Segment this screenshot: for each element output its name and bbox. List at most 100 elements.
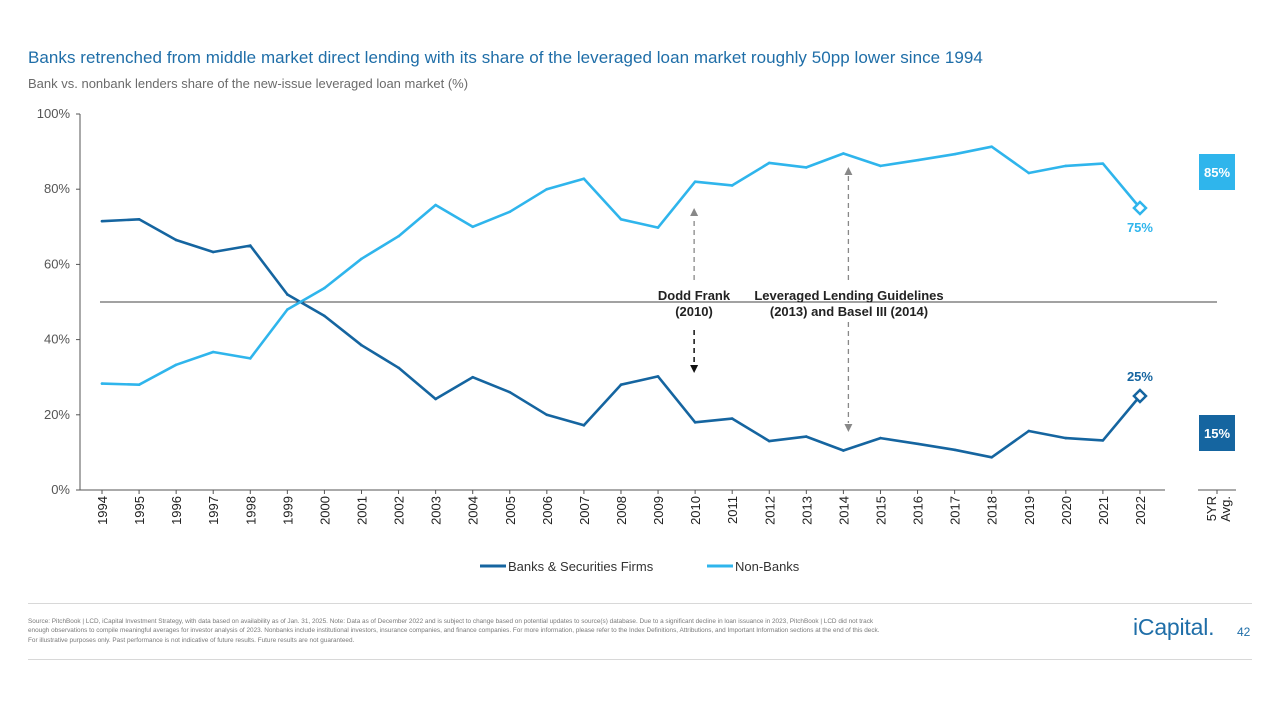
- x-tick-label: 1999: [280, 496, 295, 525]
- footer-rule-top: [28, 603, 1252, 604]
- data-point-banks: [842, 449, 845, 452]
- avg-box-non-banks: [1199, 154, 1235, 190]
- x-tick-label: 1997: [206, 496, 221, 525]
- y-axis: 0% 20% 40% 60% 80% 100%: [37, 106, 81, 497]
- data-point-non-banks: [656, 226, 660, 229]
- series-line-banks: [100, 218, 1142, 459]
- x-tick-label: 2017: [948, 496, 963, 525]
- data-point-non-banks: [879, 164, 882, 168]
- data-point-non-banks: [1101, 162, 1105, 165]
- data-point-non-banks: [990, 145, 993, 149]
- annotations: Dodd Frank(2010) Leveraged Lending Guidel…: [658, 167, 944, 432]
- y-tick-label: 100%: [37, 106, 71, 121]
- x-tick-label: 2004: [466, 496, 481, 525]
- end-label-banks: 25%: [1127, 369, 1153, 384]
- series-line-non-banks: [100, 145, 1142, 387]
- data-point-banks: [879, 436, 882, 440]
- data-point-banks: [805, 435, 808, 438]
- legend-label-banks: Banks & Securities Firms: [508, 559, 654, 574]
- legend-label-non-banks: Non-Banks: [735, 559, 800, 574]
- data-point-non-banks: [730, 184, 734, 187]
- data-point-non-banks: [619, 217, 623, 221]
- chart-subtitle: Bank vs. nonbank lenders share of the ne…: [28, 76, 469, 91]
- data-point-banks: [990, 455, 993, 459]
- x-tick-label: 2006: [540, 496, 555, 525]
- data-point-non-banks: [1027, 171, 1031, 175]
- avg-category-label: 5YR: [1204, 496, 1219, 521]
- x-tick-label: 2020: [1059, 496, 1074, 525]
- x-tick-label: 2010: [688, 496, 703, 525]
- end-marker-non-banks: [1132, 200, 1148, 216]
- arrowhead-up: [844, 167, 853, 175]
- x-tick-label: 2003: [429, 496, 444, 525]
- x-tick-label: 2019: [1022, 496, 1037, 525]
- source-line: Source: PitchBook | LCD, iCapital Invest…: [28, 618, 874, 625]
- x-tick-label: 2002: [392, 496, 407, 525]
- chart-title: Banks retrenched from middle market dire…: [28, 48, 983, 67]
- data-point-non-banks: [211, 350, 215, 354]
- data-point-non-banks: [916, 158, 919, 162]
- data-point-banks: [1064, 436, 1068, 440]
- y-tick-label: 0%: [51, 482, 70, 497]
- arrowhead-down: [844, 424, 853, 432]
- legend: Banks & Securities Firms Non-Banks: [480, 559, 800, 574]
- data-point-non-banks: [545, 187, 549, 191]
- data-point-non-banks: [805, 166, 808, 169]
- x-tick-label: 2012: [762, 496, 777, 525]
- x-tick-label: 2000: [317, 496, 332, 525]
- avg-category-label: Avg.: [1218, 496, 1233, 522]
- x-tick-label: 2013: [799, 496, 814, 525]
- avg-label-non-banks: 85%: [1204, 165, 1230, 180]
- data-point-non-banks: [434, 203, 437, 207]
- data-point-banks: [1027, 429, 1031, 433]
- data-point-non-banks: [953, 152, 956, 156]
- line-chart: 0%20%40%60%80%100% 1994 1995 1996 1997 1998 1…: [37, 106, 1236, 574]
- data-point-banks: [360, 343, 363, 347]
- data-point-non-banks: [693, 180, 697, 183]
- data-point-banks: [1101, 439, 1105, 442]
- x-tick-label: 2014: [836, 496, 851, 525]
- data-point-non-banks: [174, 363, 178, 367]
- x-tick-label: 2015: [873, 496, 888, 525]
- x-tick-label: 2018: [985, 496, 1000, 525]
- x-tick-label: 1995: [132, 496, 147, 525]
- y-tick-label: 20%: [44, 407, 70, 422]
- data-point-non-banks: [471, 225, 475, 229]
- x-tick-label: 1994: [95, 496, 110, 525]
- data-point-non-banks: [248, 357, 252, 360]
- x-tick-label: 1998: [243, 496, 258, 525]
- data-point-banks: [693, 421, 697, 424]
- annotation-leveraged-lending: Leveraged Lending Guidelines: [754, 288, 943, 303]
- data-point-banks: [211, 250, 215, 254]
- x-tick-label: 2007: [577, 496, 592, 525]
- x-tick-label: 2016: [911, 496, 926, 525]
- footer-rule-bottom: [28, 659, 1252, 660]
- data-point-banks: [434, 397, 437, 401]
- data-point-banks: [286, 293, 289, 296]
- annotation-dodd-frank: (2010): [675, 304, 713, 319]
- data-point-non-banks: [1064, 164, 1068, 168]
- icapital-logo: iCapital.: [1133, 614, 1215, 641]
- logo-text: iCapital: [1133, 614, 1209, 640]
- data-point-banks: [730, 417, 734, 420]
- y-tick-label: 40%: [44, 332, 70, 347]
- data-point-banks: [916, 442, 919, 446]
- data-point-non-banks: [360, 257, 363, 261]
- data-point-non-banks: [508, 210, 512, 214]
- data-point-banks: [174, 238, 178, 242]
- x-tick-label: 2008: [614, 496, 629, 525]
- data-point-non-banks: [137, 383, 141, 387]
- arrowhead-down: [690, 365, 699, 373]
- x-tick-label: 2022: [1133, 496, 1148, 525]
- data-point-banks: [767, 439, 771, 443]
- avg-label-banks: 15%: [1204, 426, 1230, 441]
- data-point-banks: [545, 413, 549, 417]
- data-point-banks: [582, 424, 586, 427]
- data-point-banks: [656, 375, 660, 378]
- data-point-non-banks: [842, 152, 845, 155]
- data-point-banks: [953, 448, 956, 452]
- five-year-average: 15% 85%: [1199, 154, 1235, 451]
- x-tick-label: 1996: [169, 496, 184, 525]
- end-label-non-banks: 75%: [1127, 220, 1153, 235]
- x-tick-label: 2009: [651, 496, 666, 525]
